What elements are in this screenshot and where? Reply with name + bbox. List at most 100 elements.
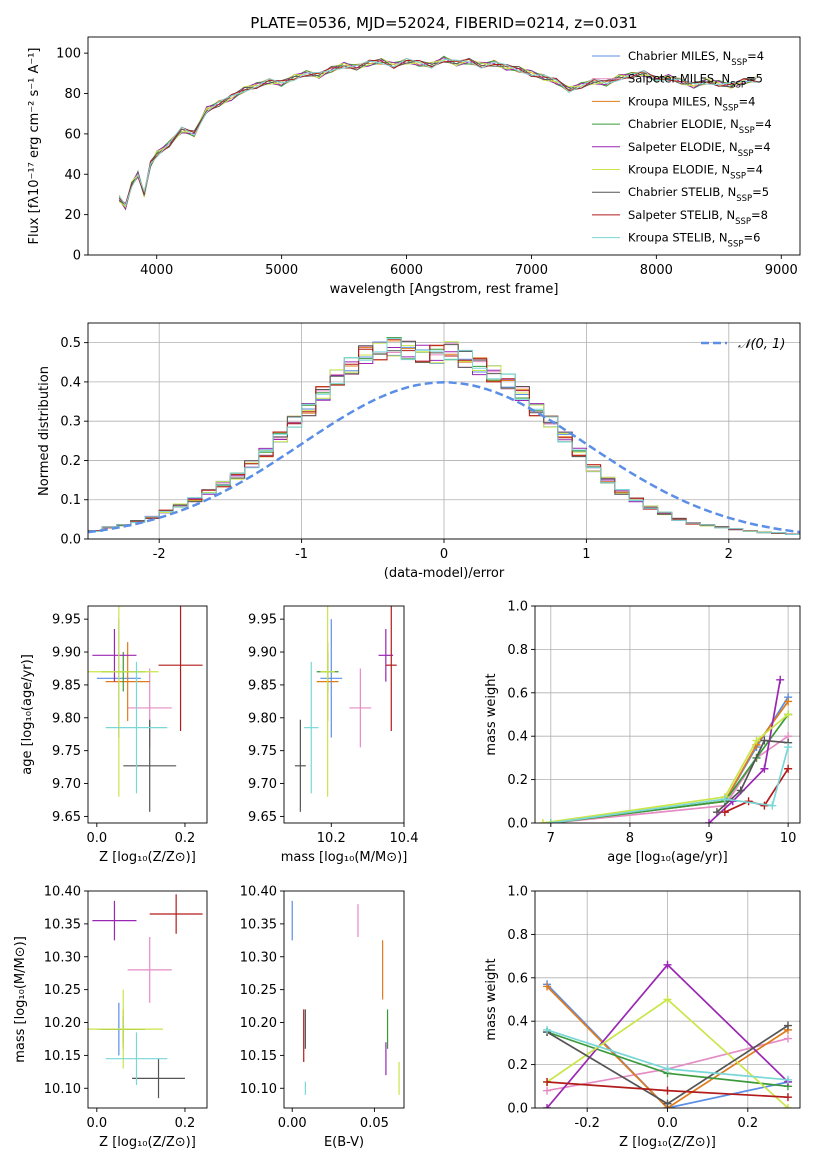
y-tick-label: 1.0 (507, 885, 528, 900)
weight-marker (768, 801, 777, 810)
weight-marker (663, 960, 672, 969)
y-tick-label: 10.15 (240, 1049, 277, 1064)
axes-frame (534, 605, 801, 824)
plot-area (88, 606, 203, 812)
y-tick-label: 0.3 (60, 415, 81, 430)
x-tick-label: 4000 (140, 263, 173, 278)
plot-area (88, 337, 800, 535)
panel-weight-vs-age: 7 8 9 10 0.0 0.2 0.4 0.6 0.8 1.0 age [log₁₀(age/yr… (484, 600, 801, 865)
x-tick-label: -1 (295, 547, 308, 562)
y-tick-label: 10.40 (240, 885, 277, 900)
x-axis-label: wavelength [Angstrom, rest frame] (330, 282, 559, 297)
y-tick-label: 9.75 (52, 744, 81, 759)
legend-label: Salpeter STELIB, NSSP=8 (628, 208, 768, 227)
axes-frame (87, 36, 801, 256)
weight-marker (783, 1104, 792, 1108)
y-tick-label: 0.2 (60, 454, 81, 469)
weight-marker (543, 1025, 552, 1034)
y-tick-label: 10.15 (44, 1049, 81, 1064)
x-tick-label: 0.0 (657, 1116, 678, 1131)
legend-label: Kroupa MILES, NSSP=4 (628, 94, 755, 113)
y-tick-label: 9.85 (52, 678, 81, 693)
y-tick-label: 9.70 (248, 777, 277, 792)
weight-marker (546, 819, 555, 823)
x-tick-label: 7 (547, 831, 555, 846)
x-tick-label: 10.2 (317, 831, 346, 846)
x-tick-label: 10.4 (390, 831, 419, 846)
y-tick-label: 0.4 (60, 375, 81, 390)
weight-marker (784, 710, 793, 719)
y-tick-label: 0.0 (507, 817, 528, 832)
axes-frame (534, 890, 801, 1109)
plot-area (538, 675, 793, 823)
y-tick-label: 10.10 (240, 1082, 277, 1097)
axes-frame (87, 605, 208, 824)
x-tick-label: 7000 (515, 263, 548, 278)
x-tick-label: 9000 (765, 263, 798, 278)
y-tick-label: 20 (64, 208, 81, 223)
weight-marker (663, 1099, 672, 1108)
legend-label: Salpeter ELODIE, NSSP=4 (628, 140, 771, 159)
y-tick-label: 10.25 (44, 983, 81, 998)
weight-marker (663, 995, 672, 1004)
plot-area (291, 900, 400, 1095)
y-tick-label: 9.90 (248, 646, 277, 661)
panel-residuals: -2 -1 0 1 2 0.0 0.1 0.2 0.3 0.4 0.5 (data-model)/er… (37, 322, 801, 581)
axes-frame (87, 322, 801, 540)
x-tick-label: 0.00 (278, 1116, 307, 1131)
x-tick-label: 0 (440, 547, 448, 562)
y-tick-label: 0.0 (507, 1102, 528, 1117)
weight-line (550, 713, 789, 823)
weight-marker (760, 764, 769, 773)
y-tick-label: 0.4 (507, 730, 528, 745)
chart-title: PLATE=0536, MJD=52024, FIBERID=0214, z=0… (250, 14, 637, 32)
weight-line (546, 983, 789, 1108)
y-tick-label: 100 (56, 47, 81, 62)
y-tick-label: 0.2 (507, 773, 528, 788)
y-tick-label: 0.4 (507, 1015, 528, 1030)
y-tick-label: 0.2 (507, 1058, 528, 1073)
y-tick-label: 60 (64, 127, 81, 142)
weight-line (546, 985, 789, 1108)
weight-marker (783, 1021, 792, 1030)
x-axis-label: mass [log₁₀(M/M⊙)] (281, 850, 408, 865)
y-tick-label: 0 (73, 249, 81, 264)
x-tick-label: 0.2 (175, 1116, 196, 1131)
weight-marker (663, 1064, 672, 1073)
y-tick-label: 10.30 (240, 950, 277, 965)
y-tick-label: 9.65 (248, 810, 277, 825)
y-tick-label: 9.90 (52, 646, 81, 661)
y-tick-label: 9.65 (52, 810, 81, 825)
plot-area (118, 55, 757, 211)
weight-marker (783, 1075, 792, 1084)
x-tick-label: 6000 (390, 263, 423, 278)
weight-line (550, 746, 789, 823)
x-tick-label: 2 (725, 547, 733, 562)
spectrum-line (118, 58, 757, 206)
y-tick-label: 10.40 (44, 885, 81, 900)
x-axis-label: (data-model)/error (384, 566, 505, 581)
y-tick-label: 1.0 (507, 600, 528, 615)
y-tick-label: 9.70 (52, 777, 81, 792)
weight-marker (784, 764, 793, 773)
weight-marker (776, 675, 785, 684)
weight-marker (784, 697, 793, 706)
spectrum-line (118, 57, 757, 211)
x-axis-label: Z [log₁₀(Z/Z⊙)] (619, 1135, 716, 1150)
legend-label: Kroupa ELODIE, NSSP=4 (628, 163, 763, 182)
normal-curve (88, 381, 800, 534)
y-tick-label: 9.75 (248, 744, 277, 759)
y-tick-label: 0.8 (507, 643, 528, 658)
x-axis-label: Z [log₁₀(Z/Z⊙)] (99, 1135, 196, 1150)
weight-marker (736, 786, 745, 795)
weight-marker (752, 736, 761, 745)
weight-marker (760, 736, 769, 745)
weight-marker (543, 1086, 552, 1095)
panel-age-vs-mass: 10.2 10.4 9.65 9.70 9.75 9.80 9.85 9.90 9.95 mass… (248, 605, 419, 865)
weight-marker (543, 1077, 552, 1086)
x-axis-label: age [log₁₀(age/yr)] (607, 850, 728, 865)
weight-marker (783, 1034, 792, 1043)
axes-frame (283, 605, 405, 824)
weight-line (716, 739, 789, 813)
